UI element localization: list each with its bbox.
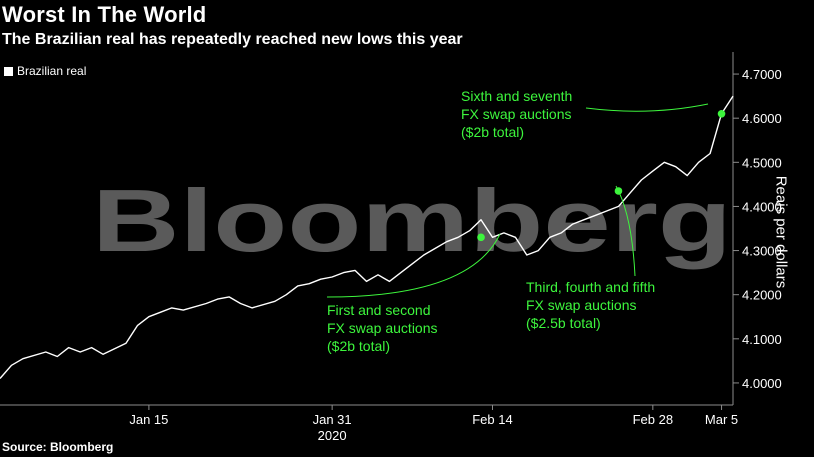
x-tick-label: Jan 31 xyxy=(313,412,352,427)
x-tick-label: Feb 14 xyxy=(472,412,512,427)
annotation-marker xyxy=(717,109,726,118)
annotation-text-line: FX swap auctions xyxy=(526,297,637,313)
x-year-label: 2020 xyxy=(318,428,347,443)
annotations-layer: First and second FX swap auctions ($2b tot… xyxy=(326,88,726,354)
annotation-text-line: ($2b total) xyxy=(327,338,390,354)
annotation-text-line: Sixth and seventh xyxy=(461,88,572,104)
y-tick-label: 4.2000 xyxy=(742,288,782,303)
annotation-leader-line xyxy=(585,103,709,112)
series-layer xyxy=(0,95,734,379)
y-tick-label: 4.3000 xyxy=(742,244,782,259)
annotation-marker xyxy=(477,233,485,242)
annotation-text-line: First and second xyxy=(327,302,431,318)
legend-swatch xyxy=(4,66,13,76)
annotation-leader-line xyxy=(326,233,501,298)
annotation-text-line: Third, fourth and fifth xyxy=(526,279,655,295)
x-tick-label: Mar 5 xyxy=(705,412,738,427)
chart-subtitle: The Brazilian real has repeatedly reache… xyxy=(2,31,463,48)
legend-label: Brazilian real xyxy=(17,64,87,78)
bloomberg-watermark: Bloomberg xyxy=(92,171,732,270)
annotation-text-line: ($2.5b total) xyxy=(526,315,601,331)
series-line-brazilian-real xyxy=(0,95,734,379)
y-tick-label: 4.7000 xyxy=(742,67,782,82)
annotation-text-line: ($2b total) xyxy=(461,124,524,140)
y-tick-label: 4.0000 xyxy=(742,376,782,391)
y-tick-label: 4.5000 xyxy=(742,155,782,170)
y-axis-label: Reais per dollars xyxy=(772,175,790,289)
annotation-text-line: FX swap auctions xyxy=(461,106,572,122)
x-tick-label: Feb 28 xyxy=(633,412,673,427)
legend: Brazilian real xyxy=(4,64,86,78)
y-tick-label: 4.4000 xyxy=(742,199,782,214)
annotation-marker xyxy=(614,187,623,195)
y-tick-label: 4.6000 xyxy=(742,111,782,126)
x-tick-label: Jan 15 xyxy=(129,412,168,427)
source-note: Source: Bloomberg xyxy=(2,440,114,454)
chart-title: Worst In The World xyxy=(2,2,207,27)
y-axis: 4.0000 4.1000 4.2000 4.3000 4.4000 4.5000 4.60… xyxy=(732,52,782,405)
annotation-text-line: FX swap auctions xyxy=(327,320,438,336)
y-tick-label: 4.1000 xyxy=(742,332,782,347)
